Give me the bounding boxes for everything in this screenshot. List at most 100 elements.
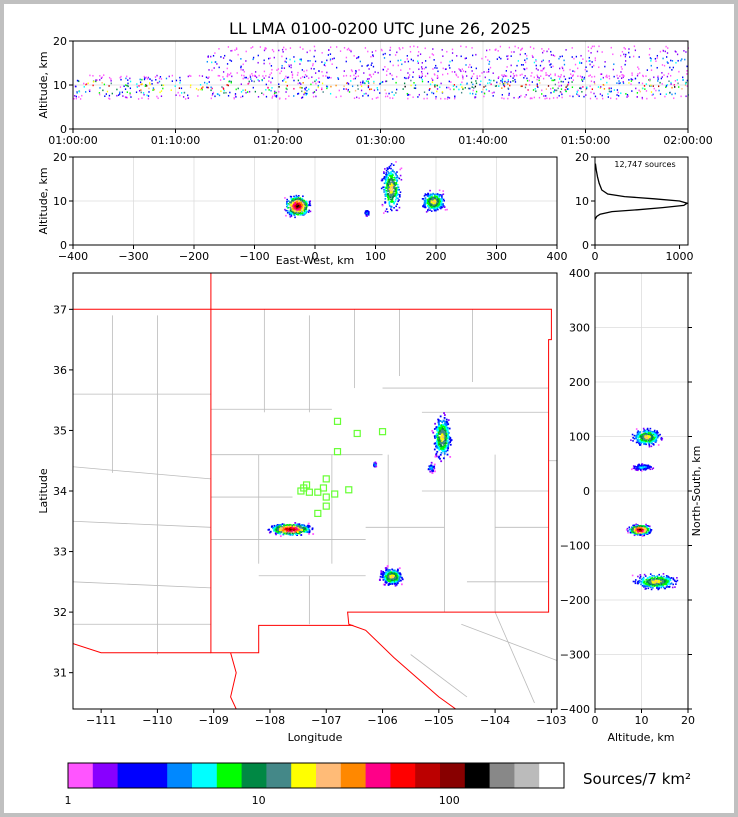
ew-xtick-label-0: −400 xyxy=(58,250,88,263)
th-source-1-119 xyxy=(631,72,633,74)
th-source-0-709 xyxy=(404,85,406,88)
th-source-1-393 xyxy=(686,73,688,75)
ew-source-0-346 xyxy=(297,204,299,207)
ew-source-0-392 xyxy=(291,205,294,208)
ew-source-1-231 xyxy=(393,190,395,193)
ns-source-1-37 xyxy=(649,468,652,471)
map-source-0-471 xyxy=(274,528,276,531)
map-source-1-300 xyxy=(386,576,389,579)
th-source-0-264 xyxy=(491,92,494,94)
ew-source-0-292 xyxy=(298,209,300,212)
map-source-0-444 xyxy=(281,525,283,528)
ew-source-0-183 xyxy=(301,200,304,203)
th-source-0-110 xyxy=(483,86,485,88)
map-xtick-label-3: −108 xyxy=(255,714,285,727)
ns-source-2-399 xyxy=(637,530,639,533)
ew-source-2-291 xyxy=(437,206,440,208)
th-source-0-291 xyxy=(143,93,145,96)
ew-source-1-271 xyxy=(395,196,397,198)
th-source-1-488 xyxy=(563,59,565,62)
th-source-1-83 xyxy=(589,60,591,62)
th-source-0-263 xyxy=(526,77,528,80)
th-source-0-722 xyxy=(288,95,290,97)
ew-source-2-236 xyxy=(431,200,433,203)
ns-source-0-34 xyxy=(660,437,663,439)
th-source-0-672 xyxy=(223,92,225,94)
th-source-0-793 xyxy=(665,93,667,96)
th-source-1-283 xyxy=(229,59,231,62)
map-source-2-340 xyxy=(444,423,447,426)
ew-source-0-396 xyxy=(303,207,306,210)
th-source-0-702 xyxy=(526,79,529,82)
th-source-1-130 xyxy=(487,70,490,73)
station-marker-4 xyxy=(322,475,330,483)
ew-source-2-252 xyxy=(423,204,425,207)
th-source-1-82 xyxy=(535,67,538,70)
ew-source-0-415 xyxy=(304,211,307,214)
ew-source-0-405 xyxy=(301,207,303,209)
th-source-0-71 xyxy=(321,88,323,91)
ew-source-1-216 xyxy=(385,173,387,176)
map-source-2-64 xyxy=(445,426,448,428)
th-source-0-63 xyxy=(493,91,495,94)
th-source-0-45 xyxy=(203,81,206,84)
th-source-0-740 xyxy=(187,75,189,78)
th-source-1-334 xyxy=(462,70,465,72)
th-xtick-label-4: 01:40:00 xyxy=(458,134,507,147)
th-source-1-21 xyxy=(671,69,673,71)
th-source-1-181 xyxy=(289,47,292,49)
ns-source-2-340 xyxy=(632,528,635,530)
th-ytick-label-1: 10 xyxy=(53,79,67,92)
th-source-1-465 xyxy=(331,63,333,65)
ew-source-1-281 xyxy=(392,179,394,181)
map-source-0-449 xyxy=(278,531,281,534)
th-source-0-504 xyxy=(340,95,342,98)
th-source-0-532 xyxy=(610,87,612,90)
th-source-0-728 xyxy=(379,83,381,85)
ew-source-0-429 xyxy=(303,203,306,206)
ew-source-2-250 xyxy=(424,197,426,200)
th-source-0-119 xyxy=(234,94,237,97)
ns-source-1-82 xyxy=(644,465,647,468)
ns-source-2-292 xyxy=(649,529,652,531)
th-source-0-235 xyxy=(214,95,216,98)
ew-source-0-239 xyxy=(301,214,304,216)
th-source-0-624 xyxy=(389,97,391,99)
th-source-1-385 xyxy=(441,49,443,51)
ew-source-1-300 xyxy=(390,192,393,195)
th-source-1-464 xyxy=(325,75,327,77)
th-source-0-710 xyxy=(440,82,442,85)
th-source-0-16 xyxy=(435,95,437,98)
ew-source-0-225 xyxy=(290,197,293,200)
th-source-0-696 xyxy=(312,81,314,84)
th-source-0-827 xyxy=(249,74,251,77)
ns-source-3-23 xyxy=(647,584,649,586)
th-source-1-32 xyxy=(506,55,508,58)
th-source-0-204 xyxy=(458,88,460,91)
th-source-0-19 xyxy=(653,87,655,90)
th-source-0-257 xyxy=(475,80,477,82)
th-source-0-732 xyxy=(474,96,476,99)
ew-source-1-340 xyxy=(384,168,386,170)
th-source-0-152 xyxy=(625,93,627,95)
th-source-0-485 xyxy=(347,83,350,85)
th-source-0-835 xyxy=(129,80,132,83)
th-source-0-869 xyxy=(244,76,246,79)
th-source-1-285 xyxy=(354,72,357,75)
map-source-2-281 xyxy=(446,430,449,433)
ns-source-0-321 xyxy=(643,441,646,444)
th-source-1-118 xyxy=(226,67,228,70)
ew-source-0-446 xyxy=(292,205,295,207)
th-source-0-890 xyxy=(175,79,178,82)
ns-source-2-197 xyxy=(628,526,631,529)
ew-source-0-49 xyxy=(305,206,308,208)
map-source-2-174 xyxy=(436,437,439,439)
th-source-1-219 xyxy=(432,48,434,50)
ew-source-2-282 xyxy=(436,193,439,195)
th-source-0-770 xyxy=(448,97,451,99)
th-source-0-378 xyxy=(123,85,125,88)
th-source-0-664 xyxy=(545,88,548,90)
th-source-1-23 xyxy=(424,60,427,62)
